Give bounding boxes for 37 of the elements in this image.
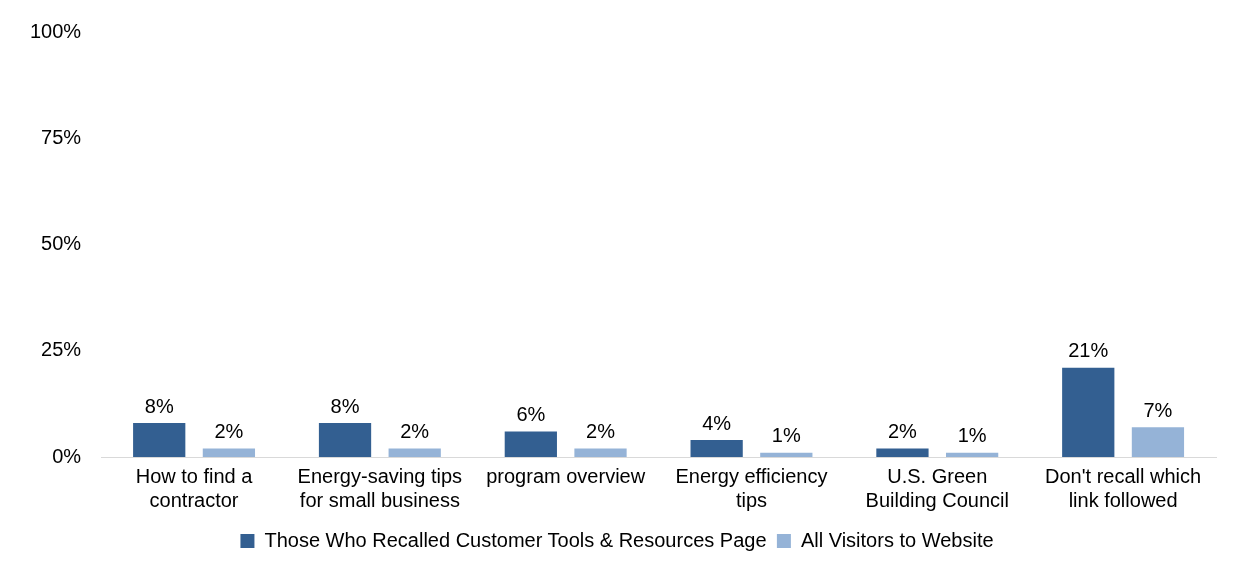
data-label: 7% xyxy=(1143,398,1173,421)
data-label: 8% xyxy=(330,394,360,417)
bar xyxy=(760,452,813,457)
legend-label: Those Who Recalled Customer Tools & Resources Page xyxy=(264,528,767,551)
y-tick-label: 0% xyxy=(52,444,82,467)
bar xyxy=(504,431,557,457)
bar xyxy=(690,440,743,457)
bar xyxy=(1131,427,1185,457)
data-label: 1% xyxy=(771,424,801,447)
x-tick-label: U.S. Green Building Council xyxy=(865,464,1009,511)
x-tick-label: Don't recall which link followed xyxy=(1045,464,1202,511)
data-label: 6% xyxy=(516,403,546,426)
bar xyxy=(946,452,999,457)
bar xyxy=(574,448,627,457)
data-label: 2% xyxy=(586,420,616,443)
y-tick-label: 50% xyxy=(41,232,82,255)
y-tick-label: 100% xyxy=(30,19,82,42)
bar xyxy=(388,448,441,457)
bar xyxy=(133,423,186,457)
x-tick-label: Energy efficiency tips xyxy=(675,464,828,511)
y-tick-label: 25% xyxy=(41,338,82,361)
data-label: 2% xyxy=(400,420,430,443)
legend-label: All Visitors to Website xyxy=(800,528,994,551)
data-label: 8% xyxy=(144,394,174,417)
x-tick-label: program overview xyxy=(486,464,646,487)
x-tick-label: Energy-saving tips for small business xyxy=(297,464,463,511)
data-label: 21% xyxy=(1068,339,1109,362)
x-tick-label: How to find a contractor xyxy=(135,464,254,511)
bar xyxy=(1062,367,1115,457)
data-label: 2% xyxy=(888,420,918,443)
y-tick-label: 75% xyxy=(41,125,82,148)
bar xyxy=(202,448,256,457)
bar xyxy=(318,423,372,457)
data-label: 4% xyxy=(702,411,732,434)
data-label: 2% xyxy=(214,420,244,443)
data-label: 1% xyxy=(957,424,987,447)
bar xyxy=(876,448,929,457)
